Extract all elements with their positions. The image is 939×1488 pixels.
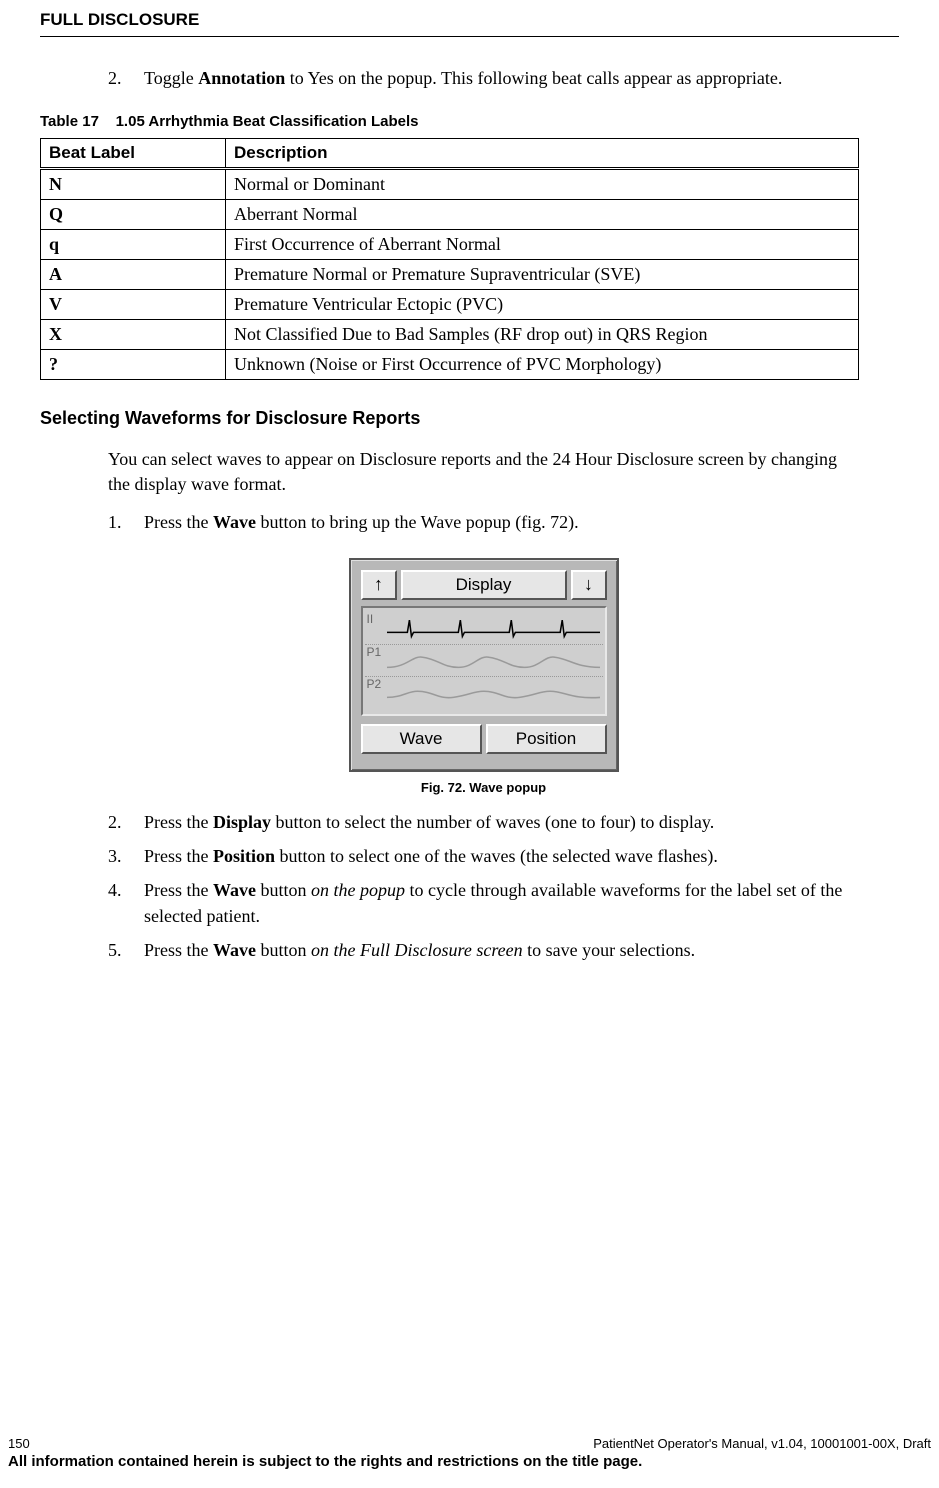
text: to save your selections.	[523, 940, 695, 960]
beat-desc: Unknown (Noise or First Occurrence of PV…	[226, 350, 859, 380]
table-row: NNormal or Dominant	[41, 169, 859, 200]
step-number: 2.	[108, 65, 122, 91]
step-number: 1.	[108, 509, 122, 535]
col-beat-label: Beat Label	[41, 139, 226, 169]
text: Press the	[144, 812, 213, 832]
text: Press the	[144, 846, 213, 866]
text: to Yes on the popup. This following beat…	[285, 68, 782, 88]
table-row: VPremature Ventricular Ectopic (PVC)	[41, 290, 859, 320]
text: Press the	[144, 880, 213, 900]
step-2: 2. Press the Display button to select th…	[144, 809, 859, 835]
table-row: XNot Classified Due to Bad Samples (RF d…	[41, 320, 859, 350]
pulse-trace-icon	[387, 677, 601, 708]
ecg-trace-icon	[387, 612, 601, 643]
italic-text: on the Full Disclosure screen	[311, 940, 523, 960]
intro-paragraph: You can select waves to appear on Disclo…	[108, 447, 859, 497]
wave-popup: ↑ Display ↓ II P1 P2 Wave	[349, 558, 619, 772]
table-row: qFirst Occurrence of Aberrant Normal	[41, 230, 859, 260]
main-content: 2. Toggle Annotation to Yes on the popup…	[40, 65, 899, 963]
wave-row-ii: II	[365, 612, 603, 644]
wave-label: Wave	[213, 880, 256, 900]
wave-preview-area: II P1 P2	[361, 606, 607, 716]
figure-72: ↑ Display ↓ II P1 P2 Wave	[108, 558, 859, 772]
table-number: Table 17	[40, 113, 99, 130]
text: button	[256, 880, 311, 900]
wave-row-p1: P1	[365, 644, 603, 676]
beat-label: N	[41, 169, 226, 200]
text: Press the	[144, 940, 213, 960]
wave-label: P1	[367, 645, 382, 659]
beat-classification-table: Beat Label Description NNormal or Domina…	[40, 138, 859, 380]
step-number: 5.	[108, 937, 122, 963]
beat-label: ?	[41, 350, 226, 380]
section-heading: Selecting Waveforms for Disclosure Repor…	[40, 408, 859, 429]
beat-desc: Aberrant Normal	[226, 200, 859, 230]
beat-desc: Premature Normal or Premature Supraventr…	[226, 260, 859, 290]
wave-label: Wave	[213, 940, 256, 960]
display-label: Display	[213, 812, 271, 832]
table-header-row: Beat Label Description	[41, 139, 859, 169]
text: Press the	[144, 512, 213, 532]
table-row: ?Unknown (Noise or First Occurrence of P…	[41, 350, 859, 380]
wave-label: Wave	[213, 512, 256, 532]
display-button[interactable]: Display	[401, 570, 567, 600]
beat-label: Q	[41, 200, 226, 230]
table-row: QAberrant Normal	[41, 200, 859, 230]
beat-desc: Not Classified Due to Bad Samples (RF dr…	[226, 320, 859, 350]
step-5: 5. Press the Wave button on the Full Dis…	[144, 937, 859, 963]
wave-row-p2: P2	[365, 676, 603, 708]
step-list-top: 2. Toggle Annotation to Yes on the popup…	[108, 65, 859, 91]
position-label: Position	[213, 846, 275, 866]
text: button to select one of the waves (the s…	[275, 846, 718, 866]
table-row: APremature Normal or Premature Supravent…	[41, 260, 859, 290]
down-button[interactable]: ↓	[571, 570, 607, 600]
doc-version: PatientNet Operator's Manual, v1.04, 100…	[593, 1436, 931, 1451]
step-number: 4.	[108, 877, 122, 903]
step-3: 3. Press the Position button to select o…	[144, 843, 859, 869]
page-number: 150	[8, 1436, 30, 1451]
position-button[interactable]: Position	[486, 724, 607, 754]
italic-text: on the popup	[311, 880, 405, 900]
page-footer: 150 PatientNet Operator's Manual, v1.04,…	[0, 1436, 939, 1470]
beat-label: X	[41, 320, 226, 350]
beat-label: A	[41, 260, 226, 290]
step-list-bottom: 2. Press the Display button to select th…	[108, 809, 859, 963]
beat-label: V	[41, 290, 226, 320]
text: button to bring up the Wave popup (fig. …	[256, 512, 579, 532]
col-description: Description	[226, 139, 859, 169]
step-4: 4. Press the Wave button on the popup to…	[144, 877, 859, 929]
footer-notice: All information contained herein is subj…	[4, 1453, 935, 1470]
step-number: 2.	[108, 809, 122, 835]
text: button to select the number of waves (on…	[271, 812, 714, 832]
beat-desc: Normal or Dominant	[226, 169, 859, 200]
popup-top-row: ↑ Display ↓	[361, 570, 607, 600]
wave-label: II	[367, 612, 374, 626]
pulse-trace-icon	[387, 645, 601, 676]
step-1: 1. Press the Wave button to bring up the…	[144, 509, 859, 535]
text: Toggle	[144, 68, 198, 88]
beat-desc: First Occurrence of Aberrant Normal	[226, 230, 859, 260]
wave-label: P2	[367, 677, 382, 691]
page-header: FULL DISCLOSURE	[40, 0, 899, 37]
figure-caption: Fig. 72. Wave popup	[108, 780, 859, 795]
step-2-annotation: 2. Toggle Annotation to Yes on the popup…	[144, 65, 859, 91]
table-title: 1.05 Arrhythmia Beat Classification Labe…	[116, 113, 419, 130]
text: button	[256, 940, 311, 960]
popup-bottom-row: Wave Position	[361, 724, 607, 754]
beat-desc: Premature Ventricular Ectopic (PVC)	[226, 290, 859, 320]
wave-button[interactable]: Wave	[361, 724, 482, 754]
up-button[interactable]: ↑	[361, 570, 397, 600]
beat-label: q	[41, 230, 226, 260]
annotation-label: Annotation	[198, 68, 285, 88]
table-caption: Table 17 1.05 Arrhythmia Beat Classifica…	[40, 113, 859, 130]
footer-meta: 150 PatientNet Operator's Manual, v1.04,…	[4, 1436, 935, 1451]
step-number: 3.	[108, 843, 122, 869]
step-list: 1. Press the Wave button to bring up the…	[108, 509, 859, 535]
